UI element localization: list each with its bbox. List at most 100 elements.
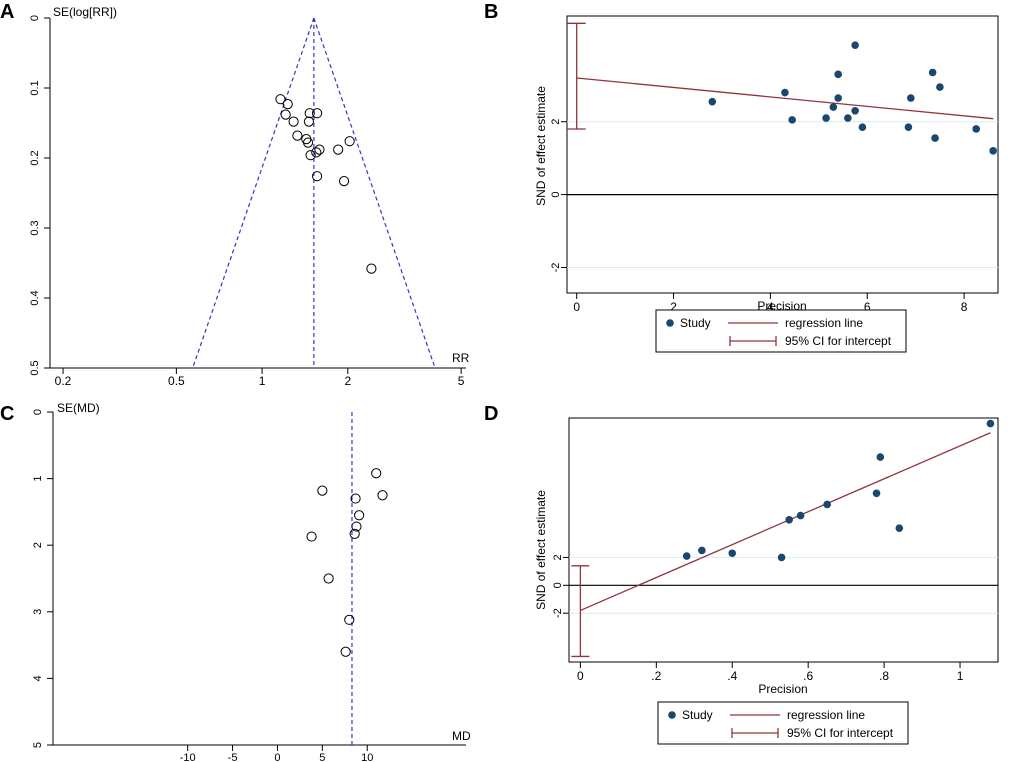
panel-label-a: A: [0, 1, 14, 23]
panel-b-legend-ci-swatch: [729, 336, 777, 346]
panel-b-gridlines: [567, 121, 998, 268]
panel-a-x-tick-label: 2: [344, 374, 351, 388]
panel-a-study-point: [303, 116, 314, 127]
panel-c-funnel-plot: SE(MD) MD 0 1 2 3 4 5 -10 -5 0 5 10: [32, 401, 471, 762]
panel-c-x-tick-label: 10: [361, 752, 373, 762]
panel-b-legend-regression: regression line: [785, 316, 863, 330]
panel-a-y-tick-label: 0.5: [29, 360, 41, 375]
panel-b-study-point: [788, 116, 796, 124]
panel-b-study-point: [834, 94, 842, 102]
panel-d-study-point: [986, 419, 995, 428]
panel-d-gridlines: [569, 556, 998, 614]
panel-d-points: [682, 419, 995, 562]
panel-d-legend-ci-swatch: [731, 728, 779, 738]
panel-b-legend-study: Study: [680, 316, 711, 330]
panel-b-x-tick-label: 2: [670, 300, 677, 314]
panel-c-study-point: [350, 493, 361, 504]
panel-d-study-point: [895, 524, 904, 532]
panel-a-funnel-right-limit: [313, 17, 436, 369]
panel-label-c: C: [0, 403, 14, 425]
panel-b-study-point: [834, 70, 842, 79]
panel-a-x-axis-title: RR: [452, 351, 470, 365]
panel-b-x-tick-label: 6: [864, 300, 871, 314]
panel-d-plot-frame: [568, 417, 999, 663]
panel-b-study-point: [851, 41, 859, 49]
panel-a-study-point: [280, 109, 291, 120]
panel-d-study-point: [698, 546, 706, 555]
panel-b-points: [708, 41, 997, 155]
panel-b-y-tick-label: -2: [550, 263, 562, 273]
panel-a-funnel: [192, 17, 436, 369]
panel-c-y-axis-title: SE(MD): [57, 401, 100, 415]
panel-d-study-point: [796, 511, 805, 520]
panel-b-legend-box: [655, 309, 907, 353]
panel-b-legend-ci: 95% CI for intercept: [785, 334, 892, 348]
panel-c-x-ticks: -10 -5 0 5 10: [180, 745, 373, 762]
panel-d-study-point: [728, 549, 737, 558]
panel-b-study-point: [928, 68, 937, 77]
panel-c-y-tick-label: 1: [32, 476, 44, 482]
panel-a-y-tick-label: 0.3: [29, 220, 41, 235]
panel-b-x-tick-label: 8: [961, 300, 968, 314]
panel-b-study-point: [781, 88, 789, 97]
panel-a-study-point: [305, 150, 316, 161]
panel-c-x-tick-label: 5: [319, 752, 325, 762]
panel-a-study-point: [366, 263, 377, 274]
panel-c-study-point: [371, 468, 382, 479]
panel-d-legend: Study regression line 95% CI for interce…: [657, 701, 909, 745]
panel-c-y-tick-label: 2: [32, 542, 44, 548]
panel-a-study-point: [333, 144, 344, 155]
panel-a-study-point: [311, 171, 323, 182]
panel-d-regression-plot: SND of effect estimate Precision -2 0 2 0.…: [534, 417, 999, 745]
panel-a-study-point: [338, 176, 350, 187]
panel-d-x-tick-label: 1: [957, 669, 964, 683]
panel-b-study-point: [844, 114, 852, 122]
panel-b-y-tick-label: 0: [550, 192, 562, 198]
panel-d-study-point: [876, 453, 885, 461]
panel-d-study-point: [785, 515, 793, 524]
panel-a-x-tick-label: 5: [458, 374, 465, 388]
panel-d-x-tick-label: .8: [879, 669, 889, 683]
panel-c-study-point: [354, 510, 365, 521]
panel-c-y-tick-label: 5: [32, 742, 44, 748]
panel-b-lines: [567, 22, 994, 130]
panel-a-y-tick-label: 0.1: [29, 80, 41, 95]
panel-d-y-tick-label: 0: [552, 582, 564, 588]
panel-a-study-point: [344, 136, 355, 147]
panel-b-study-point: [904, 123, 913, 131]
panel-d-legend-box: [657, 701, 909, 745]
panel-b-study-point: [907, 94, 915, 102]
panel-c-study-point: [349, 528, 360, 539]
panel-a-y-tick-label: 0.2: [29, 150, 41, 165]
panel-a-study-point: [304, 108, 315, 119]
panel-d-x-tick-label: .6: [803, 669, 813, 683]
panel-a-y-tick-label: 0: [29, 15, 41, 21]
panel-d-y-axis-title: SND of effect estimate: [534, 490, 548, 610]
panel-b-legend-study-marker: [666, 319, 674, 327]
panel-b-legend: Study regression line 95% CI for interce…: [655, 309, 907, 353]
panel-d-x-axis-title: Precision: [758, 682, 807, 696]
panel-a-points: [275, 94, 377, 274]
panel-a-study-point: [292, 130, 303, 141]
panel-a-y-tick-label: 0.4: [29, 290, 41, 305]
panel-a-study-point: [282, 99, 293, 110]
panel-c-x-tick-label: -5: [228, 752, 238, 762]
panel-a-study-point: [311, 147, 322, 158]
panel-d-x-ticks: 0 .2 .4 .6 .8 1: [577, 662, 964, 683]
panel-label-d: D: [484, 403, 498, 425]
panel-c-x-tick-label: 0: [274, 752, 280, 762]
panel-a-study-point: [311, 108, 323, 119]
panel-d-study-point: [872, 489, 881, 498]
panel-d-study-point: [682, 552, 691, 560]
panel-a-x-tick-label: 0.2: [55, 374, 72, 388]
panel-a-y-ticks: 0 0.1 0.2 0.3 0.4 0.5: [29, 15, 50, 376]
panel-d-x-tick-label: .2: [651, 669, 661, 683]
panel-a-x-tick-label: 0.5: [168, 374, 185, 388]
panel-b-study-point: [822, 114, 830, 122]
panel-c-y-tick-label: 3: [32, 609, 44, 615]
panel-d-legend-ci: 95% CI for intercept: [787, 726, 894, 740]
panel-b-x-ticks: 0 2 4 6 8: [573, 293, 968, 314]
panel-c-y-ticks: 0 1 2 3 4 5: [32, 409, 53, 748]
